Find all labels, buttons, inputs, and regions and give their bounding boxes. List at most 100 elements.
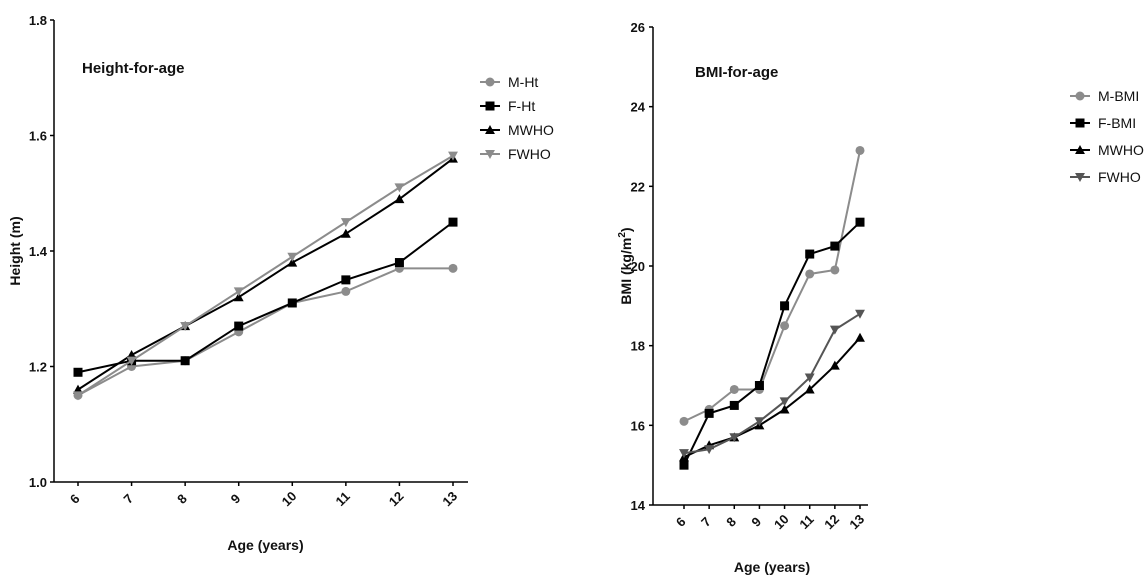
series-line-m-bmi: [683, 150, 861, 423]
y-tick-label: 1.0: [29, 475, 47, 490]
legend-marker-m-ht: [485, 77, 495, 87]
y-axis-title-text: Height (m): [7, 216, 23, 285]
data-point-fwho: [804, 373, 815, 383]
legend-marker-f-bmi: [1075, 118, 1085, 128]
x-tick-label: 10: [279, 488, 300, 509]
data-point-fwho: [779, 397, 790, 407]
y-tick-label: 1.4: [29, 244, 48, 259]
x-tick-label: 9: [228, 491, 244, 507]
x-tick-label: 6: [673, 514, 689, 530]
y-tick-label: 1.2: [29, 360, 47, 375]
data-point-fwho: [829, 325, 840, 335]
series-line-m-ht: [77, 267, 453, 397]
series-line-fwho: [683, 312, 861, 455]
legend-label-m-bmi: M-BMI: [1098, 88, 1139, 104]
data-point-m-ht: [341, 286, 351, 296]
x-tick-label: 7: [698, 514, 714, 530]
data-point-f-ht: [394, 258, 404, 268]
data-point-f-bmi: [754, 381, 764, 390]
x-tick-label: 10: [771, 511, 792, 532]
bmi-for-age-chart: 14 16 18 20 22 24 26 6 7 8 9 10 11 12 13 BMI-for-age Age…: [617, 20, 1144, 575]
data-point-m-bmi: [780, 321, 790, 331]
height-for-age-chart: 1.0 1.2 1.4 1.6 1.8 6 7 8 9 10 11 12 13 Height-for-ag…: [7, 13, 554, 553]
y-tick-label: 20: [631, 259, 645, 274]
y-axis-title-superscript: 2: [617, 232, 628, 238]
data-point-f-bmi: [704, 408, 714, 418]
data-point-f-ht: [287, 298, 297, 308]
legend-label-m-ht: M-Ht: [508, 74, 538, 90]
x-tick-label: 11: [796, 512, 816, 532]
series-line-fwho: [77, 154, 454, 397]
y-tick-label: 26: [631, 20, 645, 35]
chart-title: Height-for-age: [82, 60, 185, 77]
y-tick-label: 1.8: [29, 13, 47, 28]
x-tick-label: 13: [439, 488, 460, 509]
data-point-fwho: [126, 356, 137, 366]
data-point-fwho: [679, 449, 689, 459]
x-tick-label: 9: [748, 514, 764, 530]
x-tick-label: 13: [846, 511, 867, 532]
data-point-f-ht: [341, 275, 351, 285]
data-point-mwho: [779, 404, 790, 414]
legend-label-f-bmi: F-BMI: [1098, 115, 1136, 131]
y-axis-title: Height (m): [7, 216, 23, 285]
x-tick-label: 8: [723, 514, 739, 530]
data-point-fwho: [754, 417, 765, 427]
data-point-m-bmi: [729, 384, 739, 394]
series-line-f-bmi: [683, 221, 861, 466]
legend-label-mwho: MWHO: [1098, 142, 1144, 158]
data-point-f-bmi: [729, 400, 739, 410]
series-line-f-ht: [77, 221, 454, 374]
data-point-fwho: [340, 218, 351, 228]
data-point-fwho: [233, 287, 244, 297]
x-tick-label: 11: [333, 489, 353, 509]
chart-title: BMI-for-age: [695, 64, 778, 81]
y-tick-label: 22: [631, 179, 645, 194]
legend-label-fwho: FWHO: [508, 146, 551, 162]
y-tick-label: 14: [631, 498, 646, 513]
legend-label-f-ht: F-Ht: [508, 98, 535, 114]
data-point-m-bmi: [855, 145, 865, 155]
x-tick-label: 6: [67, 491, 83, 507]
y-tick-label: 1.6: [29, 129, 47, 144]
data-point-m-bmi: [830, 265, 840, 275]
data-point-f-ht: [73, 367, 83, 377]
series-line-mwho: [77, 157, 454, 391]
x-axis-title: Age (years): [734, 559, 810, 575]
data-point-mwho: [394, 194, 405, 204]
data-point-mwho: [855, 332, 865, 342]
data-point-m-bmi: [679, 416, 689, 426]
y-axis-title-suffix: ): [618, 227, 634, 232]
data-point-mwho: [804, 384, 815, 394]
y-tick-label: 18: [631, 339, 645, 354]
data-point-mwho: [829, 360, 840, 370]
data-point-fwho: [73, 391, 83, 401]
data-point-m-bmi: [805, 269, 815, 279]
x-tick-label: 12: [386, 488, 407, 509]
data-point-f-bmi: [679, 460, 689, 470]
data-point-f-ht: [234, 321, 244, 331]
data-point-fwho: [287, 252, 298, 262]
data-point-mwho: [287, 257, 298, 267]
legend-marker-m-bmi: [1075, 91, 1085, 101]
data-point-fwho: [729, 433, 740, 443]
legend-marker-f-ht: [485, 101, 495, 111]
data-point-fwho: [394, 183, 405, 193]
data-point-f-ht: [180, 356, 190, 366]
data-point-f-bmi: [855, 217, 865, 227]
data-point-mwho: [233, 292, 244, 302]
legend-label-mwho: MWHO: [508, 122, 554, 138]
x-tick-label: 7: [121, 491, 137, 507]
y-tick-label: 24: [631, 100, 646, 115]
legend-label-fwho: FWHO: [1098, 169, 1141, 185]
x-tick-label: 12: [821, 511, 842, 532]
data-point-fwho: [180, 322, 191, 332]
legend-marker-mwho: [485, 125, 495, 135]
x-tick-label: 8: [174, 491, 190, 507]
data-point-f-bmi: [805, 249, 815, 259]
legend-marker-mwho: [1075, 145, 1085, 155]
legend-marker-fwho: [485, 149, 495, 159]
y-axis-title-text: BMI (kg/m: [618, 238, 634, 305]
legend-marker-fwho: [1075, 172, 1085, 182]
